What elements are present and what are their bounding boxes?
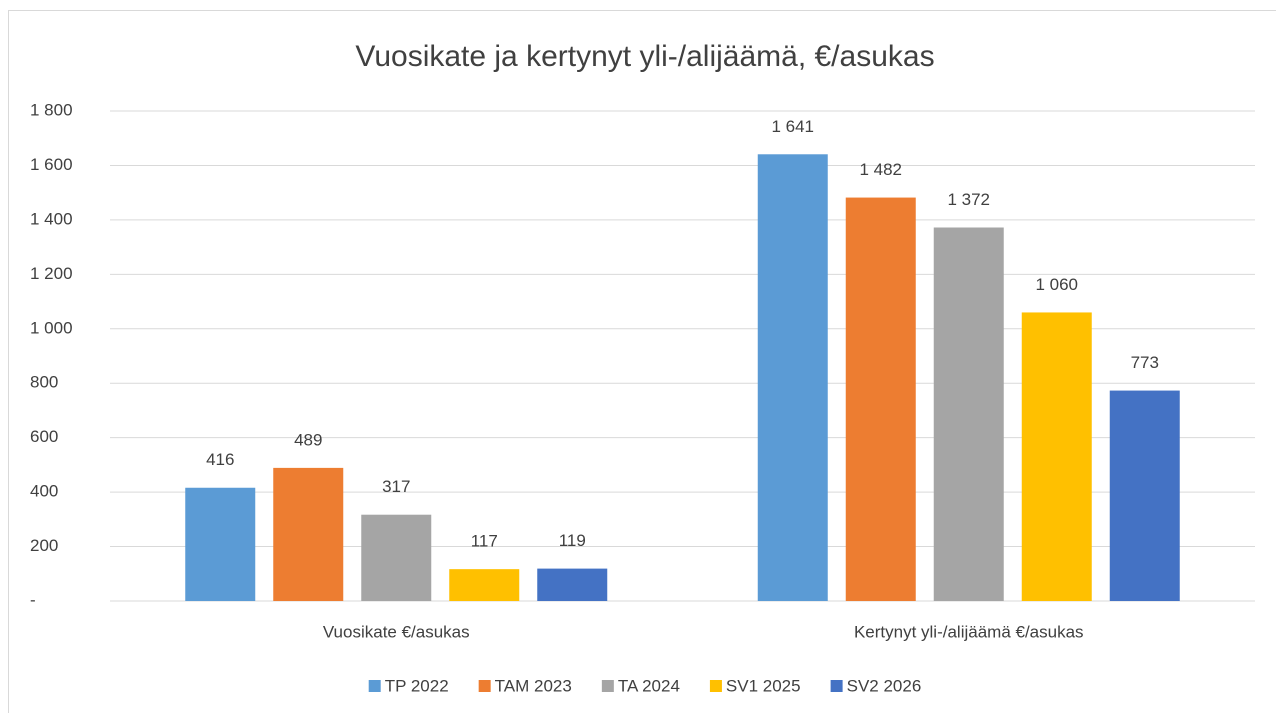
y-tick-label: - <box>30 590 36 609</box>
x-tick-label: Kertynyt yli-/alijäämä €/asukas <box>854 622 1084 641</box>
legend-label: SV1 2025 <box>726 676 801 695</box>
data-label: 1 060 <box>1035 275 1078 294</box>
legend-swatch <box>830 680 843 692</box>
legend-swatch <box>478 680 491 692</box>
chart-title: Vuosikate ja kertynyt yli-/alijäämä, €/a… <box>355 40 934 73</box>
bar <box>449 569 520 601</box>
legend-label: TP 2022 <box>385 676 449 695</box>
y-tick-label: 1 800 <box>30 100 73 119</box>
data-label: 489 <box>294 430 322 449</box>
data-label: 773 <box>1131 353 1159 372</box>
data-label: 1 641 <box>771 117 814 136</box>
data-label: 1 482 <box>859 160 902 179</box>
y-tick-label: 1 400 <box>30 209 73 228</box>
bar <box>361 514 432 601</box>
bar <box>933 227 1004 601</box>
data-label: 1 372 <box>947 190 990 209</box>
y-tick-label: 600 <box>30 427 58 446</box>
legend-swatch <box>601 680 614 692</box>
legend-label: TAM 2023 <box>495 676 572 695</box>
data-label: 317 <box>382 477 410 496</box>
bar <box>185 487 256 601</box>
bar <box>845 197 916 602</box>
bar <box>1021 312 1092 601</box>
x-tick-label: Vuosikate €/asukas <box>323 622 470 641</box>
bar <box>537 568 608 601</box>
bar <box>273 467 344 601</box>
data-label: 119 <box>559 531 586 550</box>
data-label: 117 <box>471 532 498 551</box>
y-tick-label: 1 000 <box>30 318 73 337</box>
legend-label: SV2 2026 <box>847 676 922 695</box>
y-tick-label: 1 200 <box>30 264 73 283</box>
y-tick-label: 1 600 <box>30 155 73 174</box>
bar <box>757 154 828 602</box>
data-label: 416 <box>206 450 234 469</box>
legend-label: TA 2024 <box>618 676 680 695</box>
bar <box>1109 390 1180 601</box>
legend-swatch <box>709 680 722 692</box>
legend-swatch <box>368 680 381 692</box>
y-tick-label: 800 <box>30 373 58 392</box>
y-tick-label: 400 <box>30 482 58 501</box>
y-tick-label: 200 <box>30 536 58 555</box>
